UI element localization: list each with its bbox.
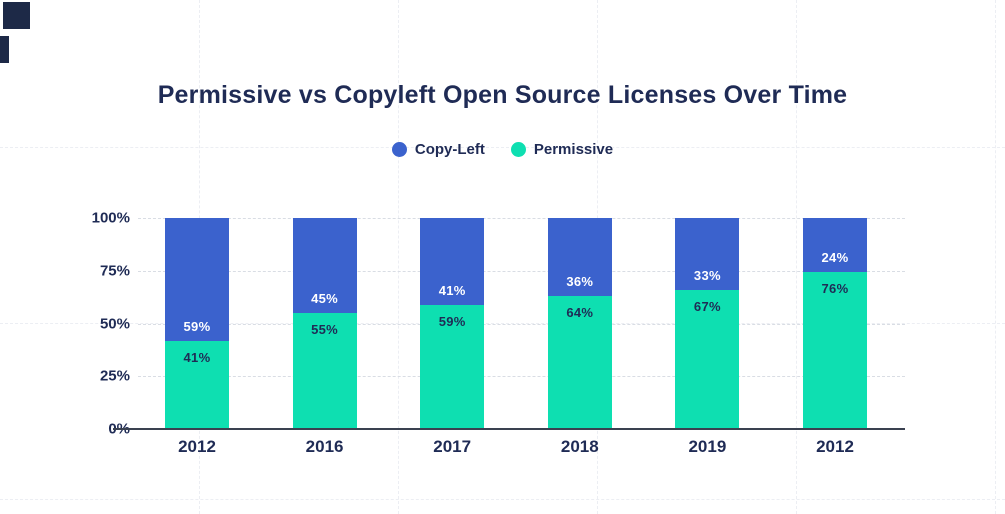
- legend-label: Copy-Left: [414, 141, 485, 158]
- background-grid-line: [0, 147, 1005, 148]
- x-axis-line: [113, 428, 905, 430]
- y-axis: 100% 75% 50% 25% 0%: [75, 210, 130, 438]
- stacked-bar: 36% 64%: [547, 218, 612, 430]
- legend-item-permissive[interactable]: Permissive: [510, 141, 614, 158]
- bar-value-label: 55%: [311, 322, 339, 338]
- plot-area: 59% 41% 45% 55% 41% 59% 36% 64% 33% 67% 24% 76%: [138, 218, 905, 430]
- x-axis: 2012 2016 2017 2018 2019 2012: [138, 437, 905, 461]
- bar-value-label: 76%: [821, 281, 849, 297]
- corner-mark: [0, 36, 9, 63]
- bar-segment-copyleft: 36%: [547, 218, 612, 296]
- chart-legend: Copy-Left Permissive: [0, 141, 1005, 158]
- bar-segment-copyleft: 24%: [803, 218, 867, 273]
- bar-value-label: 64%: [566, 304, 594, 320]
- copyleft-legend-dot-icon: [391, 142, 407, 157]
- permissive-legend-dot-icon: [510, 142, 526, 157]
- bar-value-label: 36%: [566, 273, 594, 289]
- legend-item-copyleft[interactable]: Copy-Left: [391, 141, 485, 158]
- bar-value-label: 24%: [821, 250, 849, 266]
- y-axis-label: 75%: [99, 262, 130, 280]
- chart-gridline: [138, 376, 905, 378]
- x-axis-label: 2012: [178, 437, 216, 456]
- corner-mark: [3, 2, 30, 29]
- bar-segment-permissive: 41%: [165, 340, 229, 430]
- bar-segment-copyleft: 41%: [420, 218, 485, 306]
- x-axis-label: 2012: [816, 437, 854, 456]
- legend-label: Permissive: [533, 141, 614, 158]
- bar-segment-permissive: 55%: [292, 313, 357, 430]
- bar-segment-permissive: 67%: [675, 289, 740, 430]
- stacked-bar: 24% 76%: [803, 218, 867, 430]
- bar-value-label: 59%: [438, 314, 466, 330]
- bar-segment-copyleft: 45%: [292, 218, 357, 314]
- chart-gridline: [138, 218, 905, 219]
- stacked-bar: 41% 59%: [420, 218, 485, 430]
- stacked-bar: 45% 55%: [292, 218, 357, 430]
- stacked-bar: 33% 67%: [675, 218, 740, 430]
- bar-segment-permissive: 59%: [420, 305, 485, 430]
- x-axis-label: 2018: [560, 437, 599, 456]
- bar-value-label: 41%: [438, 283, 466, 299]
- background-grid-line: [995, 0, 996, 514]
- y-axis-label: 25%: [99, 367, 130, 385]
- bar-segment-copyleft: 59%: [165, 218, 229, 341]
- background-grid-line: [398, 0, 399, 514]
- bar-value-label: 67%: [693, 298, 721, 314]
- bar-value-label: 41%: [183, 349, 211, 365]
- background-grid-line: [796, 0, 797, 514]
- background-grid-line: [0, 499, 1005, 500]
- x-axis-label: 2019: [688, 437, 727, 456]
- bar-value-label: 33%: [693, 267, 721, 283]
- x-axis-label: 2017: [433, 437, 472, 456]
- chart-title: Permissive vs Copyleft Open Source Licen…: [157, 81, 848, 109]
- y-axis-label: 100%: [91, 209, 130, 227]
- bar-value-label: 45%: [311, 291, 339, 307]
- chart-gridline: [138, 323, 905, 325]
- bar-segment-copyleft: 33%: [675, 218, 740, 290]
- x-axis-label: 2016: [305, 437, 344, 456]
- y-axis-label: 50%: [99, 315, 130, 332]
- bar-segment-permissive: 64%: [547, 295, 612, 430]
- bar-value-label: 59%: [183, 318, 211, 334]
- bar-segment-permissive: 76%: [803, 272, 867, 430]
- chart-gridline: [138, 270, 905, 272]
- stacked-bar: 59% 41%: [165, 218, 229, 430]
